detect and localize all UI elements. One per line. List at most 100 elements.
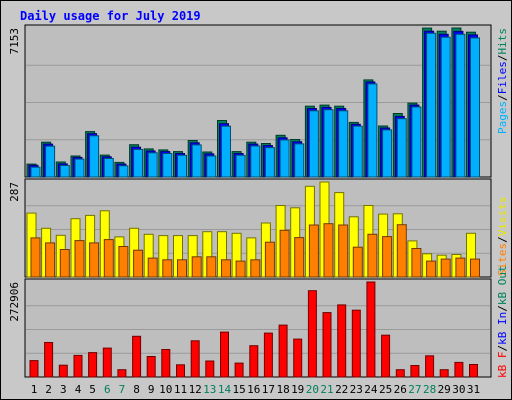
sites-bar: [264, 241, 275, 278]
pages-bar: [294, 143, 305, 178]
pages-bar: [279, 139, 290, 178]
sites-bar: [396, 224, 407, 278]
kb-f-bar: [146, 356, 156, 378]
kb-f-bar: [102, 347, 112, 378]
pages-bar: [147, 152, 158, 178]
day-label: 24: [364, 383, 378, 396]
pages-bar: [440, 36, 451, 178]
pages-bar: [470, 37, 480, 178]
kb-f-bar: [293, 338, 303, 378]
pages-bar: [264, 147, 275, 178]
day-label: 19: [291, 383, 304, 396]
pages-bar: [89, 135, 100, 178]
pages-bar: [411, 106, 422, 178]
kb-f-bar: [307, 290, 317, 378]
day-label: 25: [379, 383, 392, 396]
sites-bar: [147, 257, 158, 278]
pages-bar: [30, 166, 41, 178]
pages-bar: [74, 158, 85, 178]
sites-bar: [206, 256, 217, 278]
legend-files: Files: [496, 61, 509, 94]
pages-bar: [338, 110, 349, 178]
bars: [26, 27, 480, 378]
sites-bar: [74, 240, 85, 278]
legend-sites: Sites: [496, 243, 509, 276]
sites-bar: [470, 258, 480, 278]
sites-bar: [426, 260, 437, 278]
day-label: 22: [335, 383, 348, 396]
kb-f-bar: [205, 360, 215, 378]
kb-f-bar: [176, 364, 185, 378]
sites-bar: [382, 236, 393, 278]
day-label: 30: [452, 383, 465, 396]
kb-f-bar: [381, 334, 391, 378]
day-label: 7: [119, 383, 126, 396]
pages-bar: [103, 158, 114, 178]
legend-kbf: kB F: [496, 352, 509, 379]
pages-bar: [118, 165, 129, 178]
kb-f-bar: [322, 312, 332, 378]
pages-bar: [250, 145, 261, 178]
day-labels: 1 2 3 4 5 6 7 8 9 10 11 12 13 14 15 16 17 18 19 20 21 22 23 24 2…: [31, 383, 480, 396]
pages-bar: [367, 83, 378, 178]
pages-bar: [382, 129, 393, 178]
pages-bar: [455, 33, 466, 178]
day-label: 6: [104, 383, 111, 396]
kb-f-bar: [190, 340, 200, 378]
sites-bar: [30, 237, 41, 278]
day-label: 10: [159, 383, 172, 396]
legend-pages: Pages: [496, 101, 509, 134]
pages-bar: [396, 118, 407, 178]
kb-f-bar: [161, 349, 171, 378]
sites-bar: [177, 259, 187, 278]
kb-f-bar: [29, 360, 39, 378]
kb-f-bar: [132, 335, 142, 378]
pages-bar: [235, 154, 246, 178]
sites-bar: [133, 249, 144, 278]
pages-bar: [323, 109, 334, 178]
sites-bar: [455, 257, 466, 278]
day-label: 14: [218, 383, 232, 396]
kb-f-bar: [395, 369, 405, 378]
kb-f-bar: [220, 331, 229, 378]
legend-visits: Visits: [496, 197, 509, 237]
day-label: 16: [247, 383, 260, 396]
kbytes-legend: kB F/kB In/kB Out: [496, 265, 509, 378]
sites-bar: [294, 237, 305, 278]
kb-f-bar: [454, 361, 464, 378]
day-label: 2: [45, 383, 52, 396]
pages-bar: [59, 165, 70, 178]
pages-bar: [45, 145, 56, 178]
day-label: 9: [148, 383, 155, 396]
sites-bar: [221, 259, 231, 278]
day-label: 3: [60, 383, 67, 396]
day-label: 21: [320, 383, 333, 396]
day-label: 11: [174, 383, 187, 396]
sites-bar: [323, 223, 334, 278]
visits-max-label: 287: [8, 182, 21, 202]
day-label: 20: [306, 383, 319, 396]
kb-f-bar: [439, 369, 449, 378]
day-label: 27: [408, 383, 421, 396]
day-label: 1: [31, 383, 38, 396]
day-label: 17: [262, 383, 275, 396]
sites-bar: [162, 259, 173, 278]
sites-bar: [191, 256, 202, 278]
sites-bar: [308, 224, 319, 278]
day-label: 4: [75, 383, 82, 396]
pages-bar: [162, 153, 173, 178]
day-label: 23: [350, 383, 363, 396]
legend-kbout: kB Out: [496, 265, 509, 305]
kb-f-bar: [425, 355, 435, 378]
sites-bar: [118, 246, 129, 278]
kb-f-bar: [278, 324, 288, 378]
pages-bar: [206, 155, 217, 178]
kb-f-bar: [44, 342, 54, 378]
kb-f-bar: [410, 365, 420, 378]
legend-kbin: kB In: [496, 312, 509, 345]
kbytes-max-label: 272906: [8, 282, 21, 322]
day-label: 13: [203, 383, 216, 396]
day-label: 5: [89, 383, 96, 396]
kb-f-bar: [117, 369, 127, 378]
